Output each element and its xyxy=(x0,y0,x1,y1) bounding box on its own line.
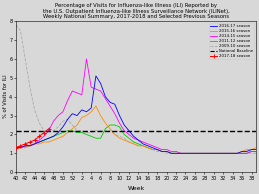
X-axis label: Week: Week xyxy=(127,186,145,191)
Legend: 2016-17 season, 2015-16 season, 2014-15 season, 2011-12 season, 2009-10 season, : 2016-17 season, 2015-16 season, 2014-15 … xyxy=(209,23,254,59)
Title: Percentage of Visits for Influenza-like Illness (ILI) Reported by
the U.S. Outpa: Percentage of Visits for Influenza-like … xyxy=(43,3,229,19)
Y-axis label: % of Visits for ILI: % of Visits for ILI xyxy=(3,75,8,119)
